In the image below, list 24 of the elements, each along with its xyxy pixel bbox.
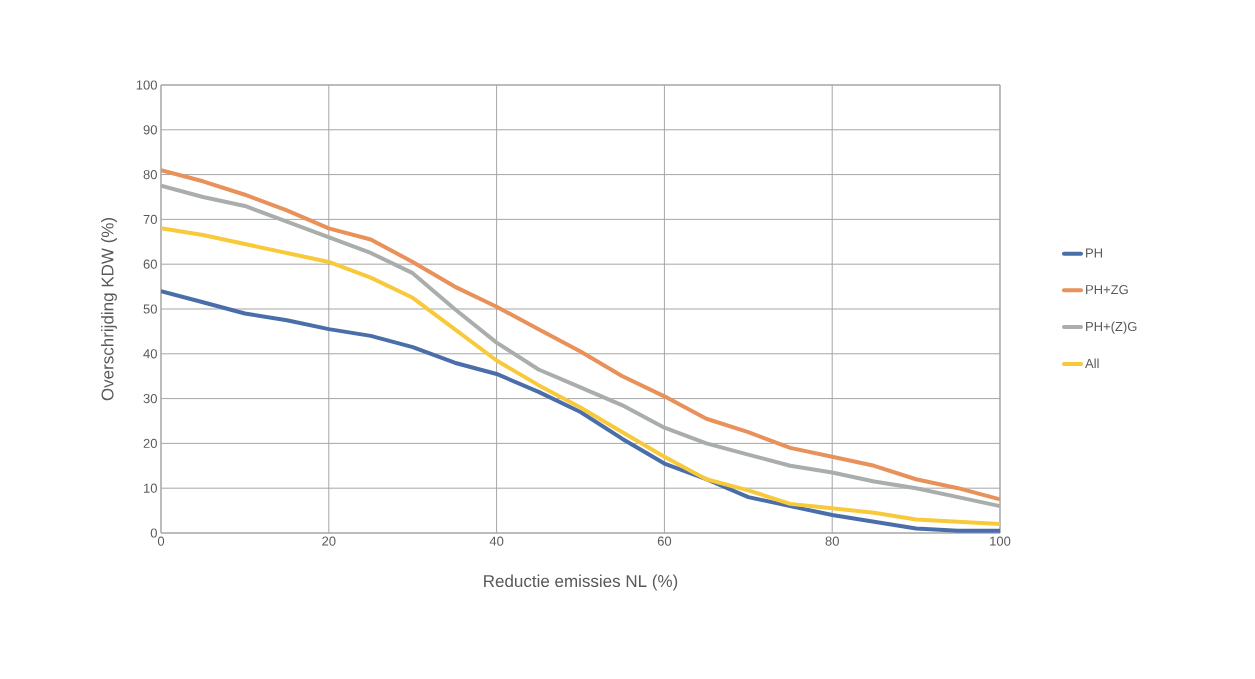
- y-tick-label: 30: [143, 393, 157, 404]
- y-tick-label: 40: [143, 349, 157, 359]
- x-tick-label: 100: [990, 536, 1011, 546]
- y-tick-label: 10: [144, 483, 157, 493]
- y-axis-title: Overschrijding KDW (%): [101, 217, 117, 401]
- x-tick-label: 20: [322, 536, 336, 546]
- y-tick-label: 50: [143, 304, 157, 314]
- y-tick-label: 90: [143, 125, 157, 135]
- legend-label: All: [1085, 358, 1099, 368]
- x-tick-label: 80: [825, 536, 839, 546]
- legend-label: PH+ZG: [1086, 285, 1128, 295]
- line-series: [161, 289, 1001, 533]
- legend-label: PH: [1086, 248, 1103, 258]
- x-tick-label: 40: [489, 536, 504, 546]
- x-axis-title: Reductie emissies NL (%): [484, 574, 678, 591]
- y-tick-label: 20: [143, 438, 157, 448]
- y-tick-label: 0: [150, 528, 157, 538]
- x-tick-label: 60: [657, 536, 672, 546]
- y-tick-label: 60: [143, 259, 157, 269]
- y-tick-label: 100: [136, 80, 157, 90]
- legend-label: PH+(Z)G: [1086, 321, 1137, 334]
- x-tick-label: 0: [157, 536, 165, 546]
- y-tick-label: 80: [143, 169, 157, 180]
- y-tick-label: 70: [143, 214, 157, 224]
